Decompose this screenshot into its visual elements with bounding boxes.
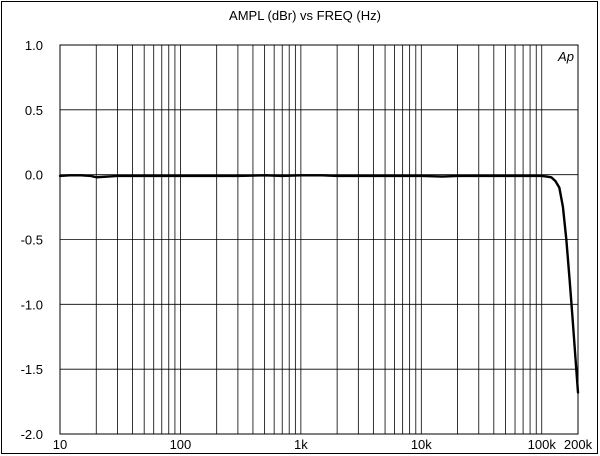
x-tick-label: 200k — [564, 437, 593, 452]
y-tick-label: 0.0 — [25, 168, 43, 183]
ap-logo: Ap — [557, 49, 574, 64]
x-tick-label: 10k — [411, 437, 432, 452]
series-group — [58, 174, 580, 394]
y-tick-label: 1.0 — [25, 38, 43, 53]
y-tick-label: -2.0 — [21, 427, 43, 442]
y-tick-label: -0.5 — [21, 233, 43, 248]
x-tick-label: 100k — [528, 437, 557, 452]
series-line — [58, 174, 580, 394]
x-tick-label: 1k — [294, 437, 308, 452]
x-tick-label: 10 — [53, 437, 67, 452]
y-tick-label: -1.5 — [21, 362, 43, 377]
y-tick-label: 0.5 — [25, 103, 43, 118]
logo-background — [555, 46, 577, 64]
chart-title: AMPL (dBr) vs FREQ (Hz) — [229, 8, 381, 23]
grid-lines — [60, 45, 578, 434]
x-tick-label: 100 — [170, 437, 192, 452]
y-tick-label: -1.0 — [21, 297, 43, 312]
y-axis-tick-labels: 1.0 0.5 0.0 -0.5 -1.0 -1.5 -2.0 — [21, 38, 43, 442]
x-axis-tick-labels: 10 100 1k 10k 100k 200k — [53, 437, 593, 452]
